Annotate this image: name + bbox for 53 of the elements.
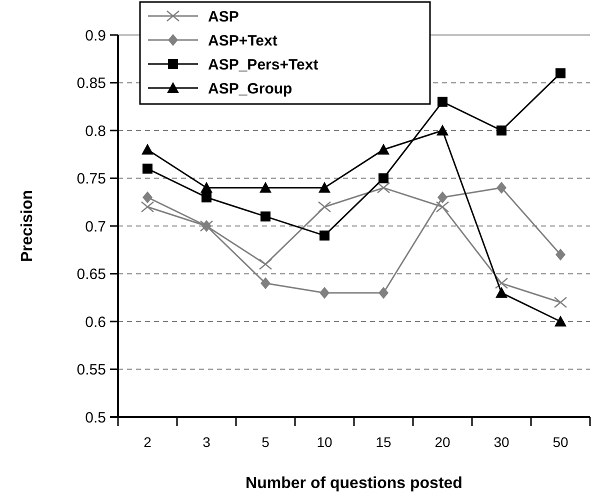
x-tick-label: 5 [262, 434, 270, 450]
point [318, 182, 330, 193]
x-tick-label: 30 [494, 434, 510, 450]
point [378, 144, 390, 155]
point [260, 277, 270, 290]
point [496, 126, 506, 136]
y-tick-label: 0.75 [76, 170, 106, 188]
point [556, 68, 566, 78]
y-axis-title: Precision [19, 190, 36, 262]
y-tick-label: 0.7 [85, 218, 106, 236]
legend-label: ASP [208, 8, 239, 26]
point [438, 96, 448, 107]
legend-label: ASP_Group [208, 80, 292, 98]
y-tick-label: 0.65 [76, 266, 106, 283]
point [320, 286, 330, 299]
point [260, 211, 270, 222]
point [496, 286, 508, 298]
point [378, 173, 388, 184]
point [142, 164, 152, 174]
x-tick-label: 50 [552, 434, 568, 450]
y-tick-label: 0.8 [85, 122, 106, 140]
x-tick-label: 10 [316, 434, 332, 450]
point [496, 182, 506, 194]
x-tick-label: 15 [376, 434, 392, 450]
y-tick-label: 0.6 [85, 314, 106, 331]
point [142, 191, 152, 204]
point [438, 191, 448, 204]
point [202, 192, 212, 202]
y-tick-label: 0.85 [76, 75, 106, 92]
legend-label: ASP+Text [208, 32, 278, 50]
y-tick-label: 0.5 [85, 409, 106, 426]
point [320, 230, 330, 241]
legend-label: ASP_Pers+Text [208, 56, 318, 74]
point [376, 182, 390, 194]
y-tick-label: 0.9 [85, 27, 106, 44]
point [260, 182, 272, 193]
point [556, 248, 566, 261]
x-tick-label: 20 [434, 434, 450, 450]
point [318, 201, 332, 213]
point [436, 201, 450, 213]
x-axis-title: Number of questions posted [246, 475, 462, 492]
point [258, 258, 272, 270]
point [378, 286, 388, 299]
point [436, 124, 448, 136]
point [494, 278, 508, 289]
point [200, 182, 212, 193]
y-tick-label: 0.55 [76, 362, 106, 378]
point [554, 316, 566, 326]
point [554, 296, 568, 308]
point [140, 201, 154, 213]
x-tick-label: 2 [144, 434, 152, 450]
x-tick-label: 3 [202, 434, 211, 450]
point [142, 144, 154, 155]
